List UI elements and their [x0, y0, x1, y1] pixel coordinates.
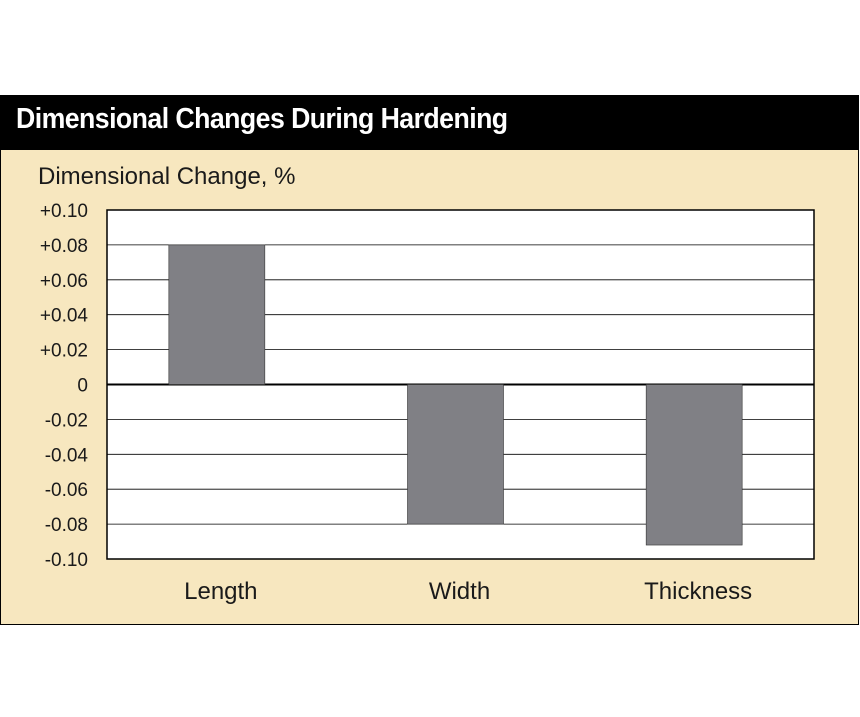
y-tick-label: 0 [77, 376, 88, 397]
y-axis-label: Dimensional Change, % [38, 163, 295, 190]
y-tick-label: -0.08 [45, 515, 88, 536]
x-tick-label: Width [429, 578, 490, 605]
y-tick-label: +0.10 [40, 201, 88, 222]
chart-title: Dimensional Changes During Hardening [16, 103, 508, 135]
y-tick-label: +0.04 [40, 306, 89, 327]
chart-figure: Dimensional Changes During Hardening Dim… [0, 95, 859, 625]
y-tick-label: -0.06 [45, 480, 88, 501]
y-tick-label: +0.06 [40, 271, 88, 292]
chart-title-bar: Dimensional Changes During Hardening [0, 95, 859, 150]
bar-width [407, 384, 504, 525]
plot-area: +0.10 +0.08 +0.06 +0.04 +0.02 0 -0.02 -0.04 -0.0… [40, 201, 815, 605]
plot-frame [106, 209, 815, 560]
y-tick-label: +0.08 [40, 236, 88, 257]
chart-svg: Dimensional Change, % +0.10+0.08+0.06+0.… [38, 163, 815, 605]
y-tick-label: +0.02 [40, 341, 88, 362]
y-tick-label: -0.10 [45, 550, 88, 571]
chart-panel: Dimensional Change, % +0.10 +0.08 +0.06 +0.… [0, 150, 859, 625]
bar-length [168, 244, 266, 385]
y-tick-label: -0.02 [45, 410, 88, 431]
y-tick-label: -0.04 [45, 445, 89, 466]
x-tick-label: Length [184, 578, 257, 605]
x-tick-label: Thickness [644, 578, 752, 605]
bar-thickness [645, 384, 743, 546]
